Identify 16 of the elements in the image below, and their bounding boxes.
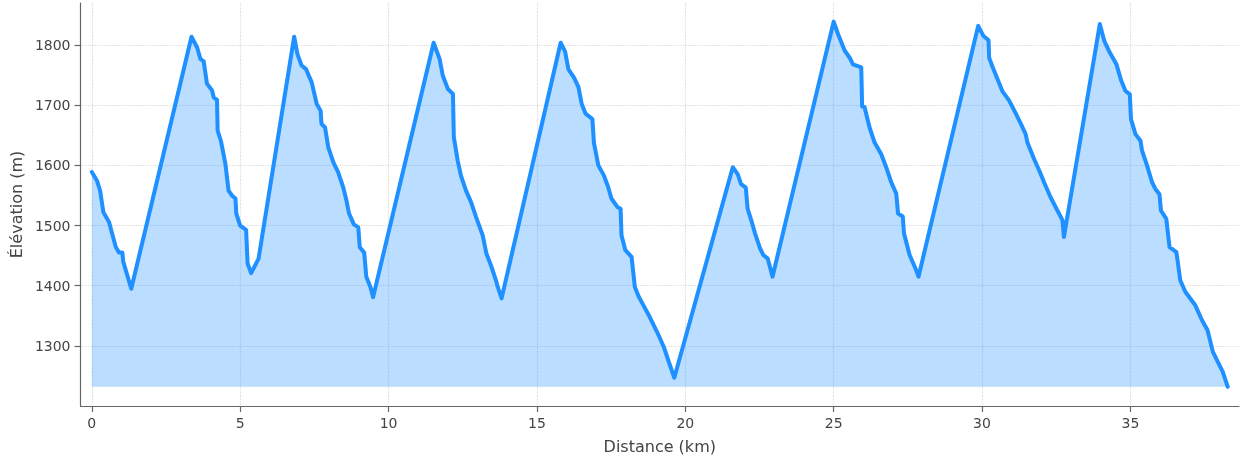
x-tick-label: 30	[973, 415, 991, 431]
x-tick-label: 10	[379, 415, 398, 431]
x-axis-title: Distance (km)	[603, 436, 716, 456]
y-tick-label: 1600	[34, 157, 71, 174]
x-tick-label: 20	[676, 415, 695, 431]
x-tick-label: 35	[1121, 415, 1140, 431]
x-tick-label: 25	[824, 415, 843, 431]
y-tick-label: 1700	[34, 97, 71, 114]
y-tick-label: 1400	[34, 277, 71, 294]
x-tick-label: 0	[87, 415, 97, 431]
x-tick-label: 5	[235, 415, 245, 431]
x-tick-label: 15	[528, 415, 546, 431]
y-tick-label: 1800	[34, 37, 71, 54]
y-axis-title: Élévation (m)	[6, 150, 26, 259]
y-tick-label: 1500	[34, 217, 71, 234]
y-tick-label: 1300	[34, 337, 71, 354]
